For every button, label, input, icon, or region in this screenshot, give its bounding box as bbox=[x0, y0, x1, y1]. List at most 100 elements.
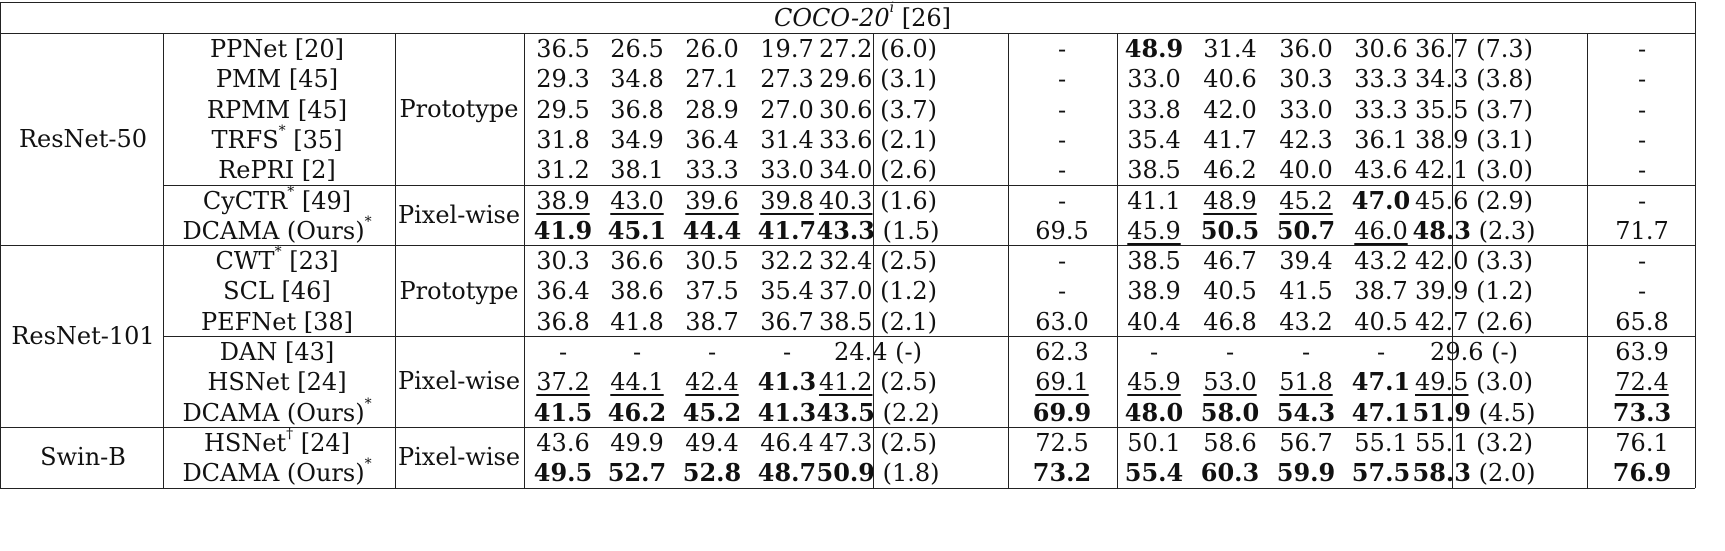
data-cell: 40.4 bbox=[1127, 307, 1181, 336]
table-row: RePRI [2] 31.2 38.1 33.3 33.0 34.0 (2.6) - 38.5… bbox=[0, 154, 1725, 184]
table-row: PMM [45] 29.3 34.8 27.1 27.3 29.6 (3.1) - 33.0 4… bbox=[0, 63, 1725, 93]
data-cell: 34.8 bbox=[610, 65, 664, 94]
data-cell: 39.4 bbox=[1279, 247, 1333, 276]
data-cell: 29.3 bbox=[536, 65, 590, 94]
data-cell: 19.7 bbox=[760, 35, 814, 63]
data-cell: 49.4 bbox=[685, 428, 739, 457]
method-name: TRFS* [35] bbox=[211, 122, 343, 154]
data-cell: 69.5 bbox=[1035, 216, 1089, 245]
data-cell: 42.1 (3.0) bbox=[1415, 156, 1533, 185]
table-row: HSNet† [24] 43.6 49.9 49.4 46.4 47.3 (2.5) 72.… bbox=[0, 427, 1725, 457]
data-cell: - bbox=[1057, 247, 1067, 276]
data-cell: 27.0 bbox=[760, 95, 814, 124]
dataset-name: COCO-20 bbox=[774, 4, 890, 32]
data-cell: 40.5 bbox=[1354, 307, 1408, 336]
data-cell: 54.3 bbox=[1276, 397, 1336, 427]
data-cell: 59.9 bbox=[1276, 458, 1336, 488]
data-cell: 46.4 bbox=[760, 428, 814, 457]
column-divider bbox=[1695, 2, 1696, 33]
data-cell: 42.3 bbox=[1279, 125, 1333, 154]
data-cell: - bbox=[1637, 125, 1647, 154]
data-cell: 44.4 bbox=[682, 215, 742, 245]
data-cell: 36.0 bbox=[1279, 35, 1333, 63]
column-divider bbox=[524, 33, 525, 488]
data-cell: 33.3 bbox=[1354, 95, 1408, 124]
data-cell: 65.8 bbox=[1615, 307, 1669, 336]
data-cell: 35.4 bbox=[760, 277, 814, 306]
method-name: SCL [46] bbox=[223, 277, 331, 306]
method-name: HSNet† [24] bbox=[203, 425, 351, 457]
data-cell: 48.9 bbox=[1203, 186, 1257, 215]
data-cell: 58.0 bbox=[1200, 397, 1260, 427]
data-cell: 35.4 bbox=[1127, 125, 1181, 154]
data-cell: 46.7 bbox=[1203, 247, 1257, 276]
data-cell: - bbox=[782, 338, 792, 366]
data-cell: 37.2 bbox=[536, 368, 590, 397]
data-cell: 69.1 bbox=[1035, 368, 1089, 397]
data-cell: 41.3 bbox=[757, 367, 817, 397]
data-cell: 27.2 (6.0) bbox=[819, 35, 937, 63]
data-cell: 52.8 bbox=[682, 458, 742, 488]
data-cell: 36.5 bbox=[536, 35, 590, 63]
data-cell: 42.7 (2.6) bbox=[1415, 307, 1533, 336]
method-name: DCAMA (Ours)* bbox=[182, 456, 372, 488]
data-cell: 38.9 (3.1) bbox=[1415, 125, 1533, 154]
data-cell: 48.9 bbox=[1124, 34, 1184, 63]
table-row: DAN [43] - - - - 24.4 (-) 62.3 - - - - 29.6 (-) 63.9 bbox=[0, 336, 1725, 366]
data-cell: 49.5 bbox=[533, 458, 593, 488]
column-divider bbox=[163, 33, 164, 488]
data-cell: 51.8 bbox=[1279, 368, 1333, 397]
data-cell: 44.1 bbox=[610, 368, 664, 397]
data-cell: - bbox=[1057, 156, 1067, 185]
data-cell: - bbox=[1637, 156, 1647, 185]
data-cell: - bbox=[1637, 186, 1647, 215]
data-cell: 40.6 bbox=[1203, 65, 1257, 94]
approach-type: Prototype bbox=[399, 94, 519, 123]
data-cell: 27.1 bbox=[685, 65, 739, 94]
data-cell: 36.8 bbox=[536, 307, 590, 336]
data-cell: 48.3 (2.3) bbox=[1412, 215, 1536, 245]
data-cell: 51.9 (4.5) bbox=[1412, 397, 1536, 427]
data-cell: - bbox=[1057, 277, 1067, 306]
data-cell: 46.8 bbox=[1203, 307, 1257, 336]
table-row: SCL [46] 36.4 38.6 37.5 35.4 37.0 (1.2) - 38.9 4… bbox=[0, 275, 1725, 305]
data-cell: 43.5 (2.2) bbox=[816, 397, 940, 427]
data-cell: 56.7 bbox=[1279, 428, 1333, 457]
data-cell: 46.2 bbox=[1203, 156, 1257, 185]
data-cell: - bbox=[1225, 338, 1235, 366]
data-cell: 31.4 bbox=[1203, 35, 1257, 63]
data-cell: 73.2 bbox=[1032, 458, 1092, 488]
data-cell: 32.4 (2.5) bbox=[819, 247, 937, 276]
data-cell: 32.2 bbox=[760, 247, 814, 276]
data-cell: - bbox=[1301, 338, 1311, 366]
data-cell: 49.5 (3.0) bbox=[1415, 368, 1533, 397]
data-cell: 38.5 (2.1) bbox=[819, 307, 937, 336]
data-cell: 36.6 bbox=[610, 247, 664, 276]
table-row: CyCTR* [49] 38.9 43.0 39.6 39.8 40.3 (1.6) - 41… bbox=[0, 185, 1725, 215]
data-cell: 39.6 bbox=[685, 186, 739, 215]
data-cell: 39.9 (1.2) bbox=[1415, 277, 1533, 306]
data-cell: 30.3 bbox=[536, 247, 590, 276]
method-name: PMM [45] bbox=[215, 65, 339, 94]
column-divider bbox=[0, 33, 1, 488]
data-cell: - bbox=[1637, 65, 1647, 94]
data-cell: 31.4 bbox=[760, 125, 814, 154]
data-cell: 71.7 bbox=[1615, 216, 1669, 245]
data-cell: 43.6 bbox=[1354, 156, 1408, 185]
method-name: HSNet [24] bbox=[207, 368, 347, 397]
table-row: PEFNet [38] 36.8 41.8 38.7 36.7 38.5 (2.1) 63.… bbox=[0, 306, 1725, 336]
data-cell: 37.0 (1.2) bbox=[819, 277, 937, 306]
data-cell: 36.8 bbox=[610, 95, 664, 124]
data-cell: 41.9 bbox=[533, 215, 593, 245]
data-cell: - bbox=[1057, 95, 1067, 124]
group-divider bbox=[0, 426, 1695, 428]
data-cell: - bbox=[1057, 35, 1067, 63]
data-cell: 41.5 bbox=[533, 397, 593, 427]
data-cell: - bbox=[1057, 186, 1067, 215]
data-cell: 60.3 bbox=[1200, 458, 1260, 488]
data-cell: 33.0 bbox=[760, 156, 814, 185]
data-cell: - bbox=[1637, 95, 1647, 124]
data-cell: 45.1 bbox=[607, 215, 667, 245]
data-cell: 26.5 bbox=[610, 35, 664, 63]
data-cell: 41.3 bbox=[757, 397, 817, 427]
